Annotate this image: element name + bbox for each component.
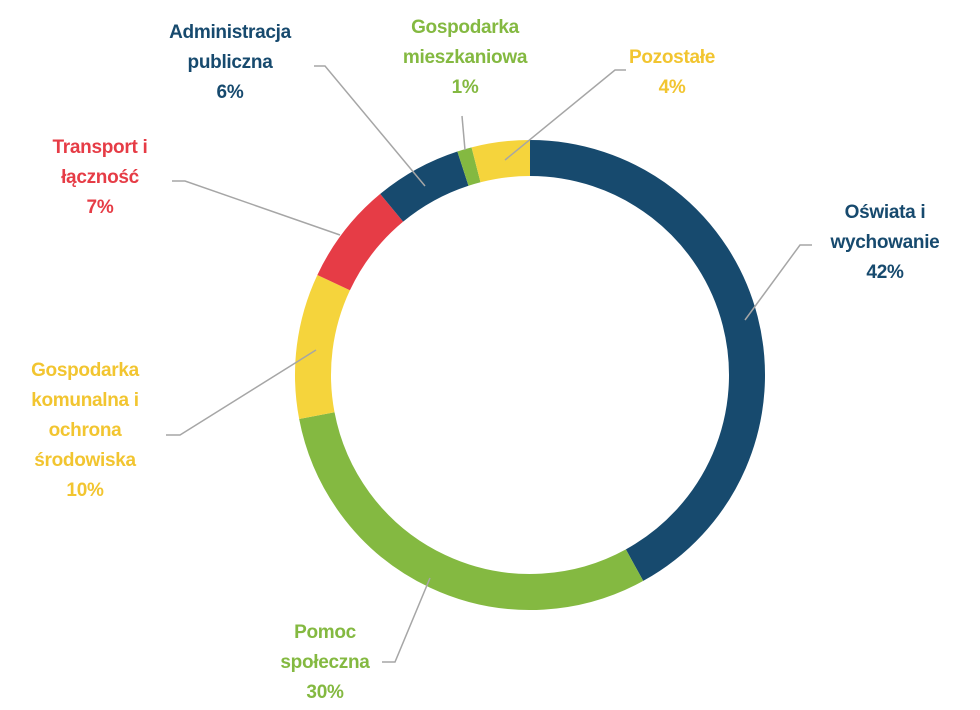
value-label: 7% xyxy=(86,197,114,218)
value-label: 10% xyxy=(66,480,104,501)
category-label: Pomoc społeczna xyxy=(280,622,370,673)
donut-segment xyxy=(380,151,469,222)
category-label: Oświata i wychowanie xyxy=(830,202,940,253)
category-label: Gospodarka mieszkaniowa xyxy=(402,17,528,68)
donut-segment xyxy=(317,193,404,291)
data-label: Oświata i wychowanie 42% xyxy=(831,198,940,288)
data-label: Gospodarka komunalna i ochrona środowisk… xyxy=(31,356,139,506)
category-label: Administracja publiczna xyxy=(169,22,291,73)
leader-line xyxy=(172,180,341,236)
leader-line xyxy=(504,69,626,161)
leader-line xyxy=(166,349,317,436)
value-label: 42% xyxy=(866,262,904,283)
category-label: Transport i łączność xyxy=(52,137,148,188)
leader-line xyxy=(382,577,431,663)
donut-segment xyxy=(471,140,531,183)
value-label: 30% xyxy=(306,682,344,703)
data-label: Pozostałe 4% xyxy=(629,43,715,103)
value-label: 6% xyxy=(216,82,244,103)
leader-line xyxy=(314,65,426,187)
value-label: 1% xyxy=(451,77,479,98)
value-label: 4% xyxy=(658,77,686,98)
data-label: Administracja publiczna 6% xyxy=(169,18,291,108)
donut-segment xyxy=(457,147,481,186)
donut-segment xyxy=(299,412,644,610)
donut-segment xyxy=(529,140,765,581)
leader-line xyxy=(461,115,466,151)
data-label: Transport i łączność 7% xyxy=(53,133,148,223)
category-label: Pozostałe xyxy=(629,47,715,68)
leader-line xyxy=(744,244,812,321)
donut-segment xyxy=(295,274,351,420)
data-label: Pomoc społeczna 30% xyxy=(280,618,369,708)
data-label: Gospodarka mieszkaniowa 1% xyxy=(403,13,527,103)
category-label: Gospodarka komunalna i ochrona środowisk… xyxy=(31,360,139,471)
